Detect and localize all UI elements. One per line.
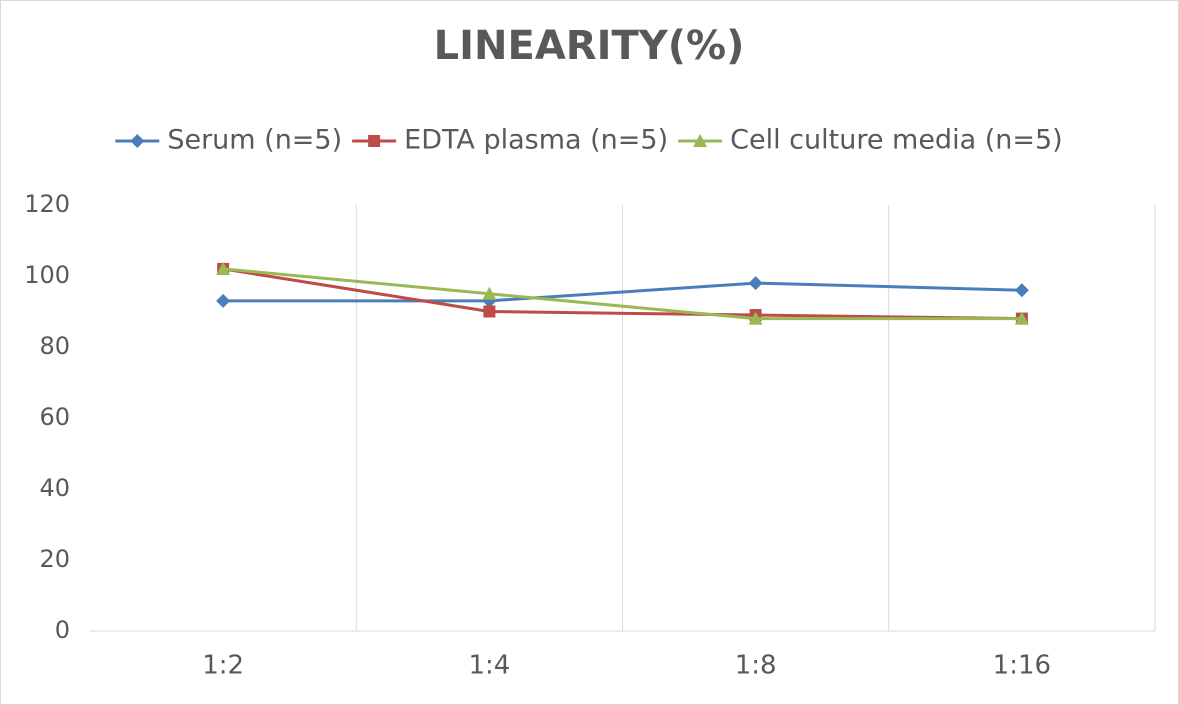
y-tick-label: 40 xyxy=(39,474,70,502)
marker xyxy=(693,134,708,147)
marker xyxy=(216,261,231,275)
series-line xyxy=(222,267,1022,321)
marker xyxy=(216,293,231,308)
y-tick-label: 80 xyxy=(39,332,70,360)
marker xyxy=(1014,311,1029,325)
y-tick-label: 60 xyxy=(39,403,70,431)
x-tick-label: 1:16 xyxy=(993,651,1051,681)
marker xyxy=(482,286,497,300)
series-line xyxy=(223,281,1022,303)
legend: Serum (n=5) EDTA plasma (n=5) Cell culture… xyxy=(115,125,1063,156)
marker xyxy=(368,135,381,147)
chart-title: LINEARITY(%) xyxy=(434,23,745,69)
series-line xyxy=(222,267,1022,321)
y-tick-label: 0 xyxy=(55,616,70,644)
y-tick-label: 20 xyxy=(39,545,70,573)
marker xyxy=(748,311,763,325)
marker xyxy=(483,305,496,318)
legend-label: Cell culture media (n=5) xyxy=(730,125,1063,156)
legend-label: EDTA plasma (n=5) xyxy=(404,125,668,156)
marker xyxy=(1014,283,1029,298)
x-tick-label: 1:2 xyxy=(202,651,244,681)
legend-item: Cell culture media (n=5) xyxy=(678,125,1063,156)
y-tick-label: 120 xyxy=(24,190,70,218)
legend-item: Serum (n=5) xyxy=(115,125,342,156)
marker xyxy=(130,134,145,148)
marker xyxy=(748,276,763,291)
x-tick-label: 1:4 xyxy=(468,651,510,681)
x-tick-label: 1:8 xyxy=(735,651,777,681)
y-tick-label: 100 xyxy=(24,261,70,289)
legend-label: Serum (n=5) xyxy=(167,125,342,156)
legend-item: EDTA plasma (n=5) xyxy=(352,125,668,156)
